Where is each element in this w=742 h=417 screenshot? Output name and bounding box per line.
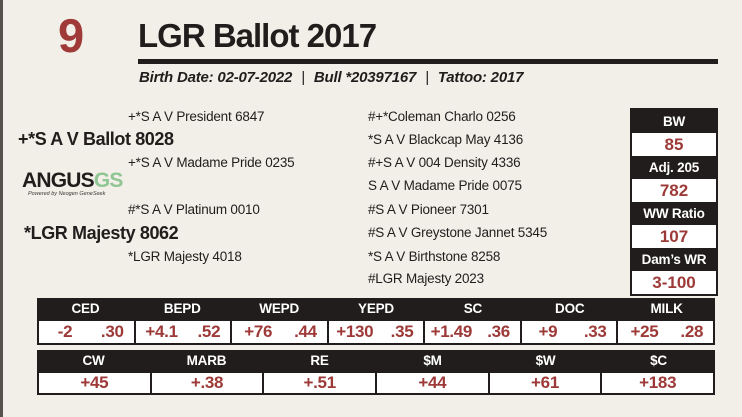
- page-edge: [0, 0, 3, 417]
- epd-value: +1.49: [430, 322, 473, 341]
- pedigree-great-grandparent: *S A V Blackcap May 4136: [368, 132, 524, 147]
- pedigree-dam: *LGR Majesty 8062: [24, 223, 179, 243]
- stat-value-adj205: 782: [632, 179, 716, 202]
- pedigree-sire: +*S A V Ballot 8028: [18, 129, 174, 149]
- epd-accuracy: .28: [680, 322, 704, 341]
- stat-label-bw: BW: [632, 110, 716, 133]
- pedigree-great-grandparent: #LGR Majesty 2023: [368, 271, 484, 286]
- pedigree-great-grandparent: *S A V Birthstone 8258: [368, 249, 501, 264]
- value-header-re: RE: [310, 353, 329, 368]
- epd-cell-wepd: +76 .44: [232, 321, 329, 343]
- value-cell-re: +.51: [264, 373, 378, 393]
- title-underline: [138, 59, 718, 64]
- separator: |: [425, 69, 429, 86]
- epd-accuracy: .35: [390, 322, 414, 341]
- epd-cell-sc: +1.49 .36: [425, 321, 522, 343]
- page-title: LGR Ballot 2017: [138, 17, 377, 54]
- epd-header-ced: CED: [71, 301, 100, 316]
- lot-number: 9: [58, 9, 84, 62]
- value-cell-dollar-m: +44: [377, 373, 490, 393]
- bull-registration: Bull *20397167: [313, 69, 417, 86]
- birth-info-line: Birth Date: 02-07-2022 | Bull *20397167 | Ta…: [139, 69, 523, 86]
- epd-table-header: CED BEPD WEPD YEPD SC DOC MILK: [37, 298, 715, 319]
- epd-header-milk: MILK: [650, 301, 683, 316]
- pedigree-paternal-granddam: +*S A V Madame Pride 0235: [128, 155, 295, 170]
- epd-value: +130: [336, 322, 374, 341]
- logo-suffix: GS: [93, 169, 124, 192]
- epd-accuracy: .44: [294, 322, 317, 341]
- value-table-header: CW MARB RE $M $W $C: [37, 350, 715, 371]
- epd-value: +25: [630, 322, 659, 341]
- birth-date: Birth Date: 02-07-2022: [139, 69, 293, 86]
- epd-cell-yepd: +130 .35: [329, 321, 426, 343]
- epd-accuracy: .33: [583, 322, 607, 341]
- stat-value-bw: 85: [632, 133, 716, 156]
- angus-gs-logo: ANGUSGS Powered by Neogen GeneSeek: [22, 169, 132, 197]
- performance-stats: BW 85 Adj. 205 782 WW Ratio 107 Dam’s WR…: [630, 108, 718, 296]
- epd-header-sc: SC: [463, 301, 483, 316]
- stat-label-dams-wr: Dam’s WR: [632, 248, 716, 271]
- stat-value-ww-ratio: 107: [632, 225, 716, 248]
- epd-value: -2: [57, 322, 73, 341]
- epd-header-wepd: WEPD: [259, 301, 299, 316]
- pedigree-great-grandparent: S A V Madame Pride 0075: [368, 178, 522, 193]
- value-cell-dollar-c: +183: [639, 373, 677, 392]
- epd-header-yepd: YEPD: [358, 301, 394, 316]
- epd-cell-milk: +25 .28: [618, 321, 713, 343]
- epd-value: +76: [244, 322, 273, 341]
- pedigree-great-grandparent: #+*Coleman Charlo 0256: [368, 109, 516, 124]
- epd-table-values: -2 .30 +4.1 .52 +76 .44 +130 .35 +1.49 .36 +9…: [37, 319, 715, 345]
- epd-accuracy: .52: [197, 322, 221, 341]
- pedigree-great-grandparent: #S A V Pioneer 7301: [368, 202, 489, 217]
- angus-gs-logo-text: ANGUSGS: [22, 169, 132, 192]
- epd-header-bepd: BEPD: [163, 301, 201, 316]
- value-table-values: +45 +.38 +.51 +44 +61 +183: [37, 371, 715, 395]
- value-cell-dollar-w: +61: [490, 373, 603, 393]
- stat-label-ww-ratio: WW Ratio: [632, 202, 716, 225]
- value-header-marb: MARB: [186, 353, 227, 368]
- pedigree-great-grandparent: #+S A V 004 Density 4336: [368, 155, 521, 170]
- value-header-dollar-c: $C: [650, 353, 667, 368]
- epd-cell-ced: -2 .30: [39, 321, 136, 343]
- pedigree-maternal-grandsire: #*S A V Platinum 0010: [128, 202, 260, 217]
- pedigree-great-grandparent: #S A V Greystone Jannet 5345: [368, 225, 548, 240]
- value-header-dollar-w: $W: [535, 353, 556, 368]
- tattoo: Tattoo: 2017: [437, 69, 524, 86]
- pedigree-paternal-grandsire: +*S A V President 6847: [128, 109, 265, 124]
- separator: |: [301, 69, 305, 86]
- logo-brand: ANGUS: [22, 169, 95, 192]
- epd-header-doc: DOC: [555, 301, 585, 316]
- epd-value: +9: [538, 322, 558, 341]
- stat-label-adj205: Adj. 205: [632, 156, 716, 179]
- logo-tagline: Powered by Neogen GeneSeek: [28, 191, 106, 197]
- epd-value: +4.1: [145, 322, 178, 341]
- value-header-cw: CW: [82, 353, 105, 368]
- stat-value-dams-wr: 3-100: [632, 271, 716, 294]
- value-cell-marb: +.38: [152, 373, 265, 393]
- value-cell-cw: +45: [39, 373, 152, 393]
- epd-cell-doc: +9 .33: [522, 321, 619, 343]
- epd-cell-bepd: +4.1 .52: [136, 321, 233, 343]
- value-header-dollar-m: $M: [423, 353, 442, 368]
- pedigree-maternal-granddam: *LGR Majesty 4018: [128, 249, 242, 264]
- epd-accuracy: .30: [100, 322, 124, 341]
- epd-accuracy: .36: [487, 322, 510, 341]
